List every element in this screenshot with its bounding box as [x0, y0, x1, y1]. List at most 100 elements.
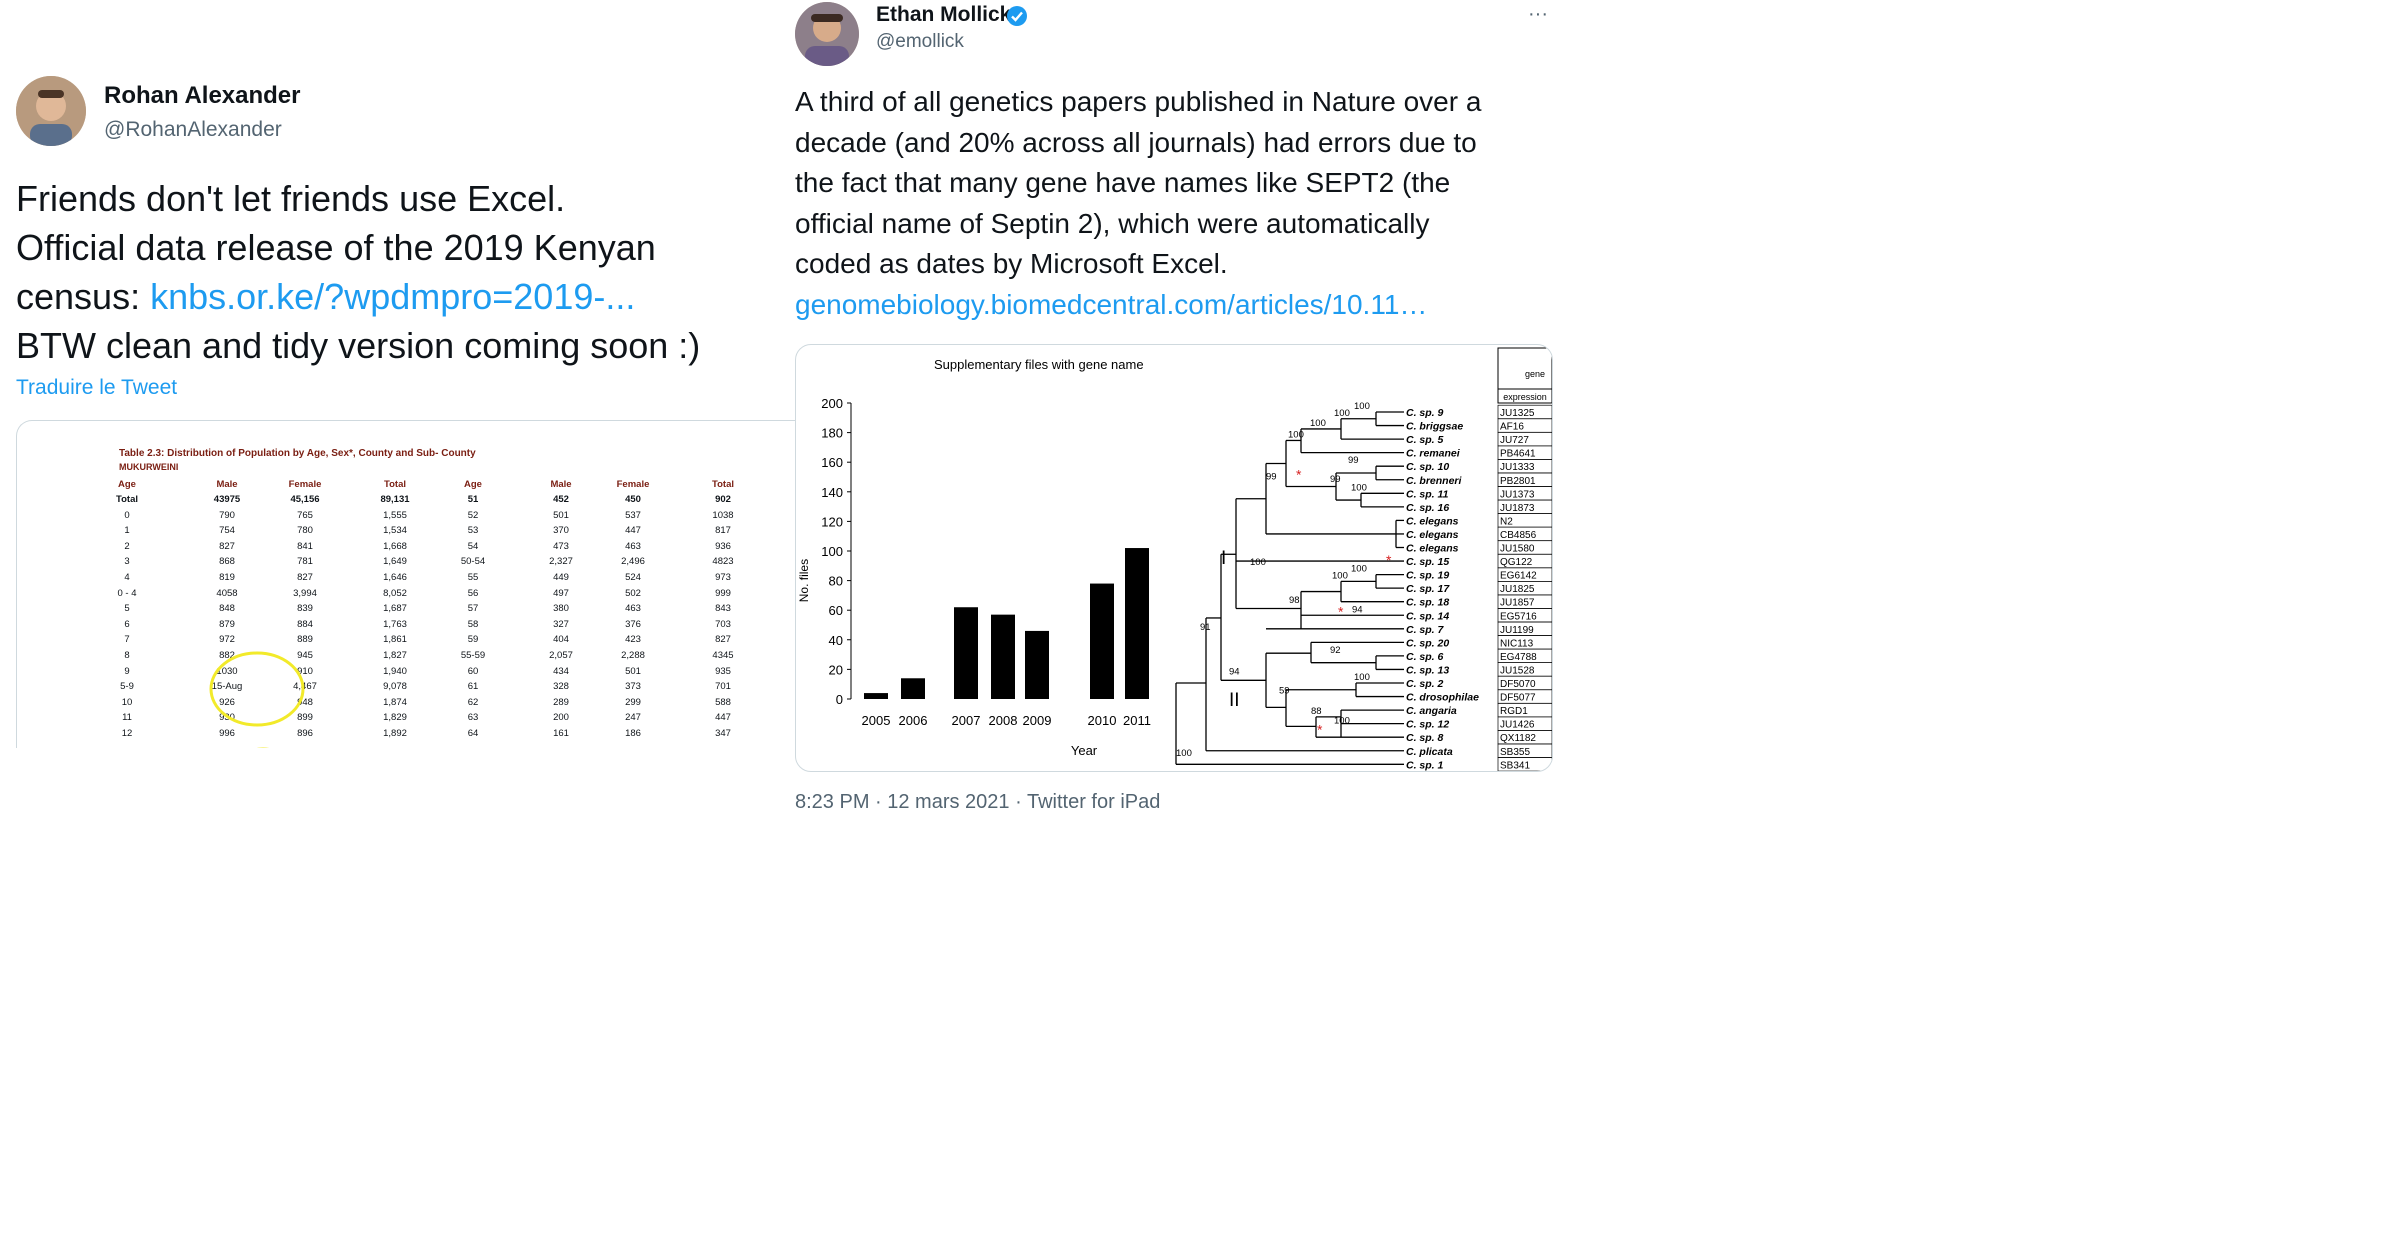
author-handle[interactable]: @emollick — [876, 31, 964, 52]
table-cell: 452 — [553, 494, 569, 505]
table-cell: 7 — [124, 634, 130, 646]
table-row: 12 996 896 1,892 64 161 186 347 — [17, 728, 787, 743]
table-cell: 501 — [553, 509, 569, 521]
table-cell: 4,467 — [293, 681, 317, 693]
species-label: C. sp. 2 — [1406, 678, 1444, 690]
table-cell: 299 — [625, 696, 641, 708]
bootstrap-label: 100 — [1354, 401, 1370, 412]
strain-label: EG6142 — [1500, 571, 1537, 582]
avatar-photo-icon — [795, 2, 859, 66]
table-cell: 868 — [219, 556, 235, 568]
species-label: C. sp. 9 — [1406, 407, 1444, 419]
species-label: C. briggsae — [1406, 421, 1463, 433]
table-cell: 843 — [715, 603, 731, 615]
species-label: C. sp. 14 — [1406, 610, 1449, 622]
tweet-text-prefix: census: — [16, 276, 151, 317]
table-cell: 1,940 — [383, 665, 407, 677]
table-cell: 423 — [625, 634, 641, 646]
strain-label: PB2801 — [1500, 476, 1536, 487]
translate-tweet-link[interactable]: Traduire le Tweet — [16, 376, 178, 399]
table-cell: 373 — [625, 681, 641, 693]
table-cell: 1038 — [712, 509, 734, 521]
table-cell: 1 — [124, 525, 130, 537]
author-name[interactable]: Rohan Alexander — [104, 82, 301, 109]
table-row: 2 827 841 1,668 54 473 463 936 — [17, 541, 787, 556]
table-cell: 54 — [467, 540, 479, 552]
tweet-text: Friends don't let friends use Excel. Off… — [16, 174, 796, 370]
table-cell: 1,892 — [383, 728, 407, 739]
table-cell: 5 — [124, 603, 130, 615]
table-cell: 502 — [625, 587, 641, 599]
strain-label: JU1325 — [1500, 408, 1535, 419]
avatar[interactable] — [16, 76, 86, 146]
tweet-text-line: official name of Septin 2), which were a… — [795, 207, 1430, 239]
table-cell: 839 — [297, 603, 313, 615]
table-cell: 1,874 — [383, 696, 407, 708]
table-row: 5 848 839 1,687 57 380 463 843 — [17, 603, 787, 618]
strain-label: DF5070 — [1500, 679, 1536, 690]
table-cell: 780 — [297, 525, 313, 537]
species-label: C. sp. 7 — [1406, 624, 1445, 636]
more-options-button[interactable]: ··· — [1528, 3, 1548, 25]
bootstrap-label: 59 — [1279, 686, 1290, 697]
table-cell: 0 — [124, 509, 130, 521]
tweet-text-line: the fact that many gene have names like … — [795, 167, 1451, 198]
table-row: 1 754 780 1,534 53 370 447 817 — [17, 525, 787, 540]
y-tick-label: 140 — [821, 485, 843, 500]
table-cell: 827 — [297, 572, 313, 583]
tweet-media-card[interactable]: Table 2.3: Distribution of Population by… — [16, 420, 807, 761]
x-tick-label: 2007 — [952, 713, 981, 728]
species-label: C. sp. 17 — [1406, 583, 1450, 595]
x-tick-label: 2006 — [899, 713, 928, 728]
table-cell: Total — [116, 494, 138, 505]
table-cell: 186 — [625, 728, 641, 739]
table-cell: 703 — [715, 618, 731, 630]
tweet-media-card[interactable]: Supplementary files with gene name 0 20 40 6… — [795, 344, 1553, 772]
significance-star-icon: * — [1338, 604, 1344, 620]
table-cell: 247 — [625, 712, 641, 724]
table-row: 11 930 899 1,829 63 200 247 447 — [17, 712, 787, 727]
y-tick-label: 120 — [821, 514, 843, 529]
significance-star-icon: * — [1296, 467, 1302, 483]
table-cell: 55-59 — [460, 650, 486, 661]
y-tick-label: 200 — [821, 396, 843, 411]
tweet-link[interactable]: knbs.or.ke/?wpdmpro=2019-... — [150, 276, 636, 317]
species-label: C. remanei — [1406, 448, 1461, 460]
table-cell: 9,078 — [383, 681, 407, 693]
species-label: C. elegans — [1406, 529, 1459, 541]
table-cell: 910 — [297, 665, 313, 677]
table-cell: 817 — [715, 525, 731, 537]
table-cell: 62 — [467, 696, 479, 708]
bootstrap-label: 88 — [1311, 706, 1322, 717]
bootstrap-label: 100 — [1334, 715, 1350, 726]
author-handle[interactable]: @RohanAlexander — [104, 118, 282, 141]
table-row: 3 868 781 1,649 50-54 2,327 2,496 4823 — [17, 556, 787, 571]
table-cell: 53 — [467, 525, 479, 537]
bootstrap-label: 94 — [1352, 604, 1363, 615]
table-row: 8 882 945 1,827 55-59 2,057 2,288 4345 — [17, 650, 787, 665]
table-cell: 56 — [467, 587, 479, 599]
strain-label: JU1873 — [1500, 503, 1535, 514]
strain-label: NIC113 — [1500, 638, 1534, 649]
table-cell: 948 — [297, 696, 313, 708]
verified-badge-icon — [1007, 6, 1027, 26]
table-cell: 473 — [553, 540, 569, 552]
author-name[interactable]: Ethan Mollick — [876, 3, 1012, 26]
highlight-circle-icon — [209, 651, 305, 727]
tweet-link[interactable]: genomebiology.biomedcentral.com/articles… — [795, 288, 1428, 320]
table-cell: 2,057 — [549, 650, 573, 661]
table-cell: 328 — [553, 681, 569, 693]
tweet-text-line: Official data release of the 2019 Kenyan — [16, 227, 656, 268]
avatar[interactable] — [795, 2, 859, 66]
table-cell: 3,994 — [293, 587, 317, 599]
table-cell: 289 — [553, 696, 569, 708]
strain-label: JU727 — [1500, 435, 1529, 446]
tweet-timestamp[interactable]: 8:23 PM · 12 mars 2021 · Twitter for iPa… — [795, 791, 1161, 813]
strain-label: JU1528 — [1500, 665, 1535, 676]
table-cell: 449 — [553, 572, 569, 583]
table-cell: 1,555 — [383, 509, 407, 521]
table-header-cell: Male — [216, 479, 238, 490]
table-cell: 841 — [297, 540, 313, 552]
table-cell: 935 — [715, 665, 731, 677]
bootstrap-label: 100 — [1351, 482, 1367, 493]
